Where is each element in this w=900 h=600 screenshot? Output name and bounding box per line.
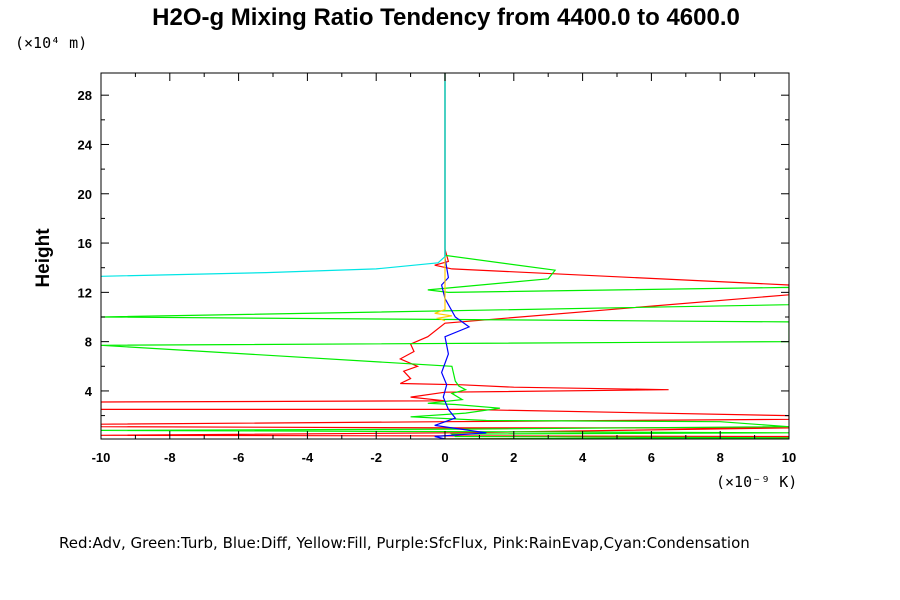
x-tick-label: 2 <box>510 450 517 465</box>
y-tick-label: 28 <box>78 88 92 103</box>
series-line-4 <box>434 73 453 322</box>
x-tick-labels: -10 -8 -6 -4 -2 0 2 4 6 8 10 <box>92 450 797 465</box>
legend-caption: Red:Adv, Green:Turb, Blue:Diff, Yellow:F… <box>59 534 750 552</box>
y-tick-label: 20 <box>78 187 92 202</box>
x-tick-label: 8 <box>717 450 724 465</box>
series-line-3 <box>434 73 487 439</box>
x-unit-label: (×10⁻⁹ K) <box>716 473 797 491</box>
y-tick-label: 24 <box>78 137 93 152</box>
series-line-5 <box>101 73 446 277</box>
x-tick-label: -8 <box>164 450 176 465</box>
y-tick-label: 8 <box>85 335 92 350</box>
x-tick-label: -4 <box>302 450 314 465</box>
x-tick-label: 6 <box>648 450 655 465</box>
y-tick-label: 16 <box>78 236 92 251</box>
x-tick-label: 10 <box>782 450 796 465</box>
series-line-1 <box>101 73 789 439</box>
y-axis-label: Height <box>33 228 54 288</box>
series-layer <box>101 73 789 439</box>
x-tick-label: -6 <box>233 450 245 465</box>
y-tick-label: 12 <box>78 285 92 300</box>
chart-title: H2O-g Mixing Ratio Tendency from 4400.0 … <box>152 4 740 31</box>
x-tick-label: 0 <box>441 450 448 465</box>
y-tick-label: 4 <box>85 384 93 399</box>
y-unit-label: (×10⁴ m) <box>15 34 87 52</box>
x-tick-label: -2 <box>370 450 382 465</box>
x-tick-label: 4 <box>579 450 587 465</box>
x-tick-label: -10 <box>92 450 111 465</box>
series-line-2 <box>101 73 789 439</box>
ticks-layer <box>100 73 790 439</box>
y-tick-labels: 4 8 12 16 20 24 28 <box>78 88 93 399</box>
